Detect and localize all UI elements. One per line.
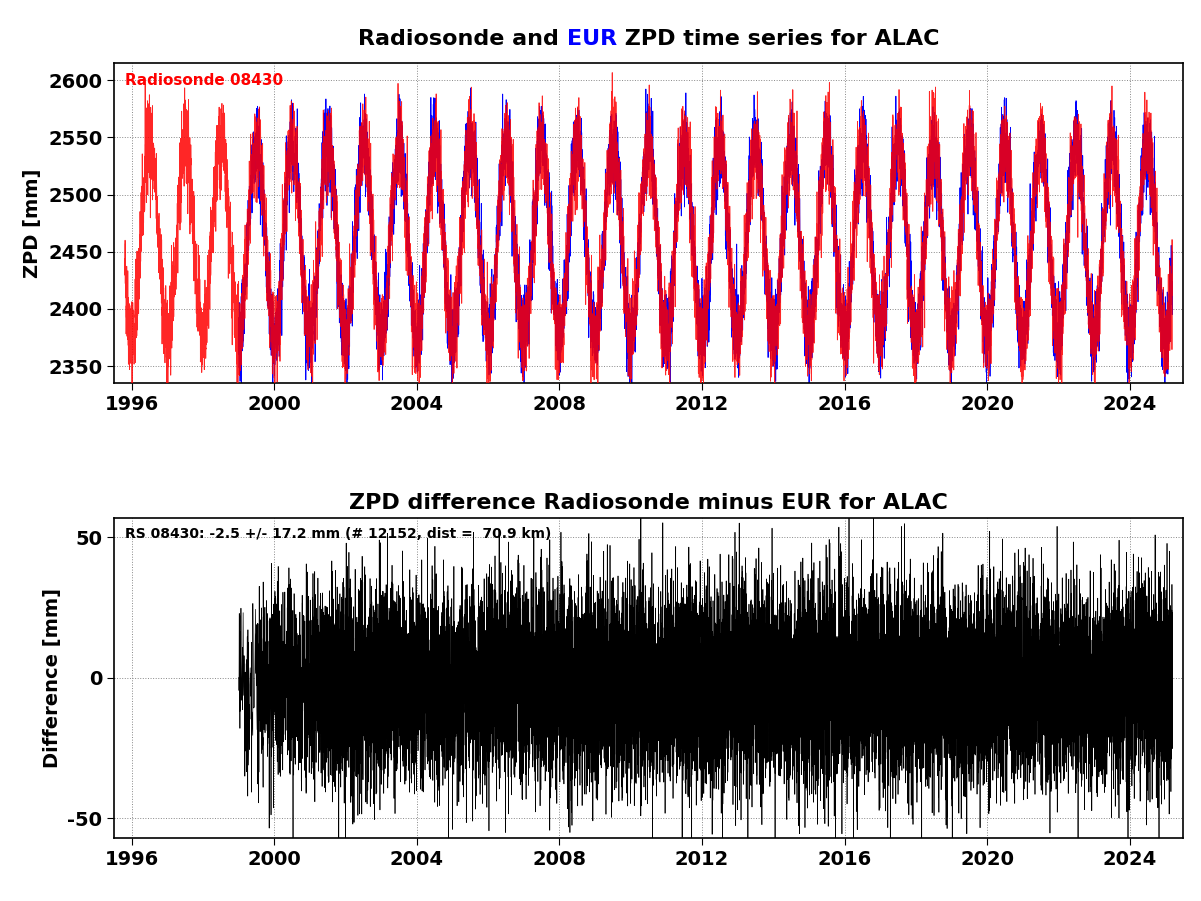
Text: Radiosonde 08430: Radiosonde 08430 <box>125 73 283 87</box>
Y-axis label: ZPD [mm]: ZPD [mm] <box>24 168 42 278</box>
Title: ZPD difference Radiosonde minus EUR for ALAC: ZPD difference Radiosonde minus EUR for … <box>349 494 948 514</box>
Text: RS 08430: -2.5 +/- 17.2 mm (# 12152, dist =  70.9 km): RS 08430: -2.5 +/- 17.2 mm (# 12152, dis… <box>125 527 551 542</box>
Y-axis label: Difference [mm]: Difference [mm] <box>43 587 61 768</box>
